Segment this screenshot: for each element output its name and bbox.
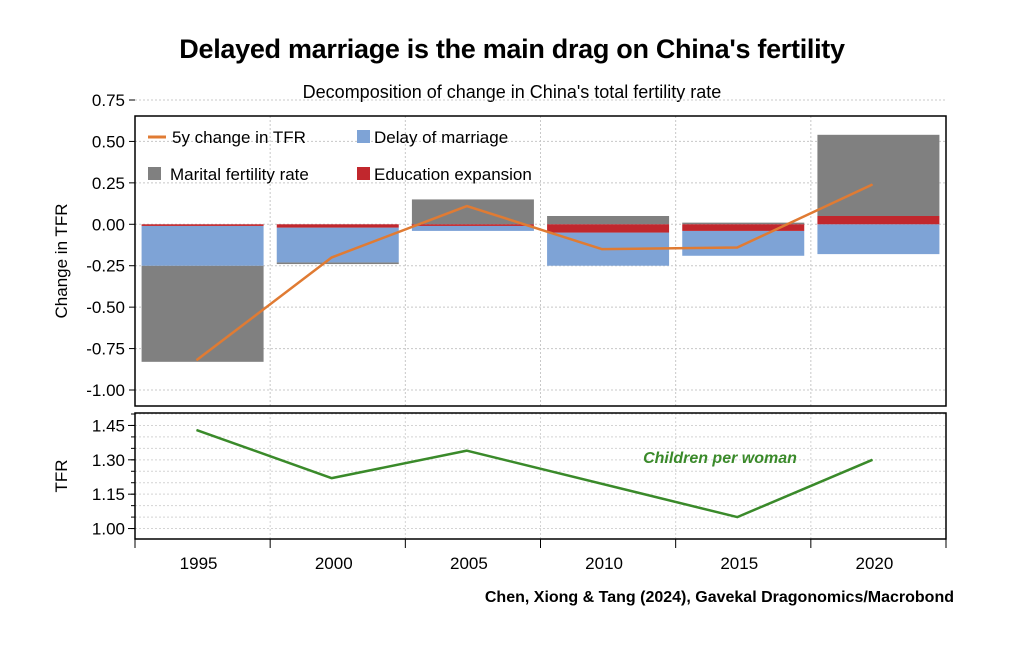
bottom-panel-y-axis-title: TFR	[52, 459, 71, 492]
bottom-y-tick-label: 1.00	[92, 520, 125, 539]
bar-delay-of-marriage-2020	[817, 224, 940, 255]
legend-swatch-delay-marriage	[357, 130, 370, 143]
bar-marital-fertility-rate-2020	[817, 134, 940, 216]
bar-marital-fertility-rate-2000	[276, 262, 399, 265]
bottom-panel-frame	[134, 412, 947, 540]
bottom-y-tick-label: 1.15	[92, 485, 125, 504]
bar-delay-of-marriage-1995	[141, 225, 264, 266]
line-5y-change-in-tfr	[195, 183, 873, 362]
bar-education-expansion-1995	[141, 224, 264, 226]
bar-delay-of-marriage-2000	[276, 227, 399, 263]
top-panel-y-ticks: 0.75 0.50 0.25 0.00 -0.25 -0.50 -0.75 -1.00	[86, 91, 135, 400]
point-5y-change-2000	[331, 256, 333, 258]
top-panel-line	[195, 183, 873, 362]
top-y-tick-label: -0.50	[86, 298, 125, 317]
chart-subtitle: Decomposition of change in China's total…	[302, 82, 722, 102]
bottom-y-tick-label: 1.30	[92, 451, 125, 470]
x-axis: 1995 2000 2005 2010 2015 2020	[134, 539, 947, 573]
top-y-tick-label: -0.25	[86, 257, 125, 276]
top-y-tick-label: 0.50	[92, 132, 125, 151]
chart-title: Delayed marriage is the main drag on Chi…	[179, 34, 845, 64]
bar-education-expansion-2000	[276, 224, 399, 228]
legend-swatch-education	[357, 167, 370, 180]
top-panel-y-axis-title: Change in TFR	[52, 204, 71, 319]
legend-swatch-marital-fertility	[148, 167, 161, 180]
x-tick-label-2010: 2010	[585, 554, 623, 573]
point-5y-change-2005	[466, 205, 468, 207]
legend-label-education: Education expansion	[374, 165, 532, 184]
top-y-tick-label: -1.00	[86, 381, 125, 400]
top-y-tick-label: 0.25	[92, 174, 125, 193]
bottom-panel-line	[196, 428, 873, 519]
x-tick-label-2000: 2000	[315, 554, 353, 573]
bar-education-expansion-2020	[817, 216, 940, 225]
bar-education-expansion-2010	[547, 224, 670, 233]
bar-marital-fertility-rate-2010	[547, 216, 670, 225]
top-y-tick-label: -0.75	[86, 340, 125, 359]
top-panel-grid	[135, 99, 946, 406]
top-panel-frame	[134, 115, 947, 407]
x-tick-label-2015: 2015	[720, 554, 758, 573]
bottom-panel-grid	[135, 413, 946, 539]
bar-delay-of-marriage-2005	[411, 225, 534, 231]
children-per-woman-annotation: Children per woman	[643, 450, 797, 467]
point-tfr-2005	[466, 450, 468, 452]
top-y-tick-label: 0.00	[92, 215, 125, 234]
point-tfr-2020	[871, 459, 873, 461]
point-5y-change-2015	[736, 246, 738, 248]
legend: 5y change in TFR Delay of marriage Marit…	[148, 128, 532, 184]
x-tick-label-1995: 1995	[180, 554, 218, 573]
legend-label-tfr-change: 5y change in TFR	[172, 128, 306, 147]
point-5y-change-2010	[601, 248, 603, 250]
x-tick-label-2020: 2020	[856, 554, 894, 573]
bar-marital-fertility-rate-1995	[141, 265, 264, 362]
bar-marital-fertility-rate-2015	[682, 222, 805, 225]
bottom-panel-y-ticks: 1.45 1.30 1.15 1.00	[92, 413, 135, 539]
top-panel-bars	[141, 134, 940, 362]
point-tfr-2000	[331, 477, 333, 479]
legend-label-delay-marriage: Delay of marriage	[374, 128, 508, 147]
point-tfr-1995	[196, 429, 198, 431]
legend-label-marital-fertility: Marital fertility rate	[170, 165, 309, 184]
source-note: Chen, Xiong & Tang (2024), Gavekal Drago…	[484, 589, 954, 606]
top-y-tick-label: 0.75	[92, 91, 125, 110]
bar-education-expansion-2015	[682, 224, 805, 231]
bar-education-expansion-2005	[411, 224, 534, 226]
point-5y-change-1995	[196, 359, 198, 361]
bottom-y-tick-label: 1.45	[92, 416, 125, 435]
point-5y-change-2020	[871, 184, 873, 186]
point-tfr-2015	[736, 516, 738, 518]
line-children-per-woman	[196, 428, 873, 519]
x-tick-label-2005: 2005	[450, 554, 488, 573]
